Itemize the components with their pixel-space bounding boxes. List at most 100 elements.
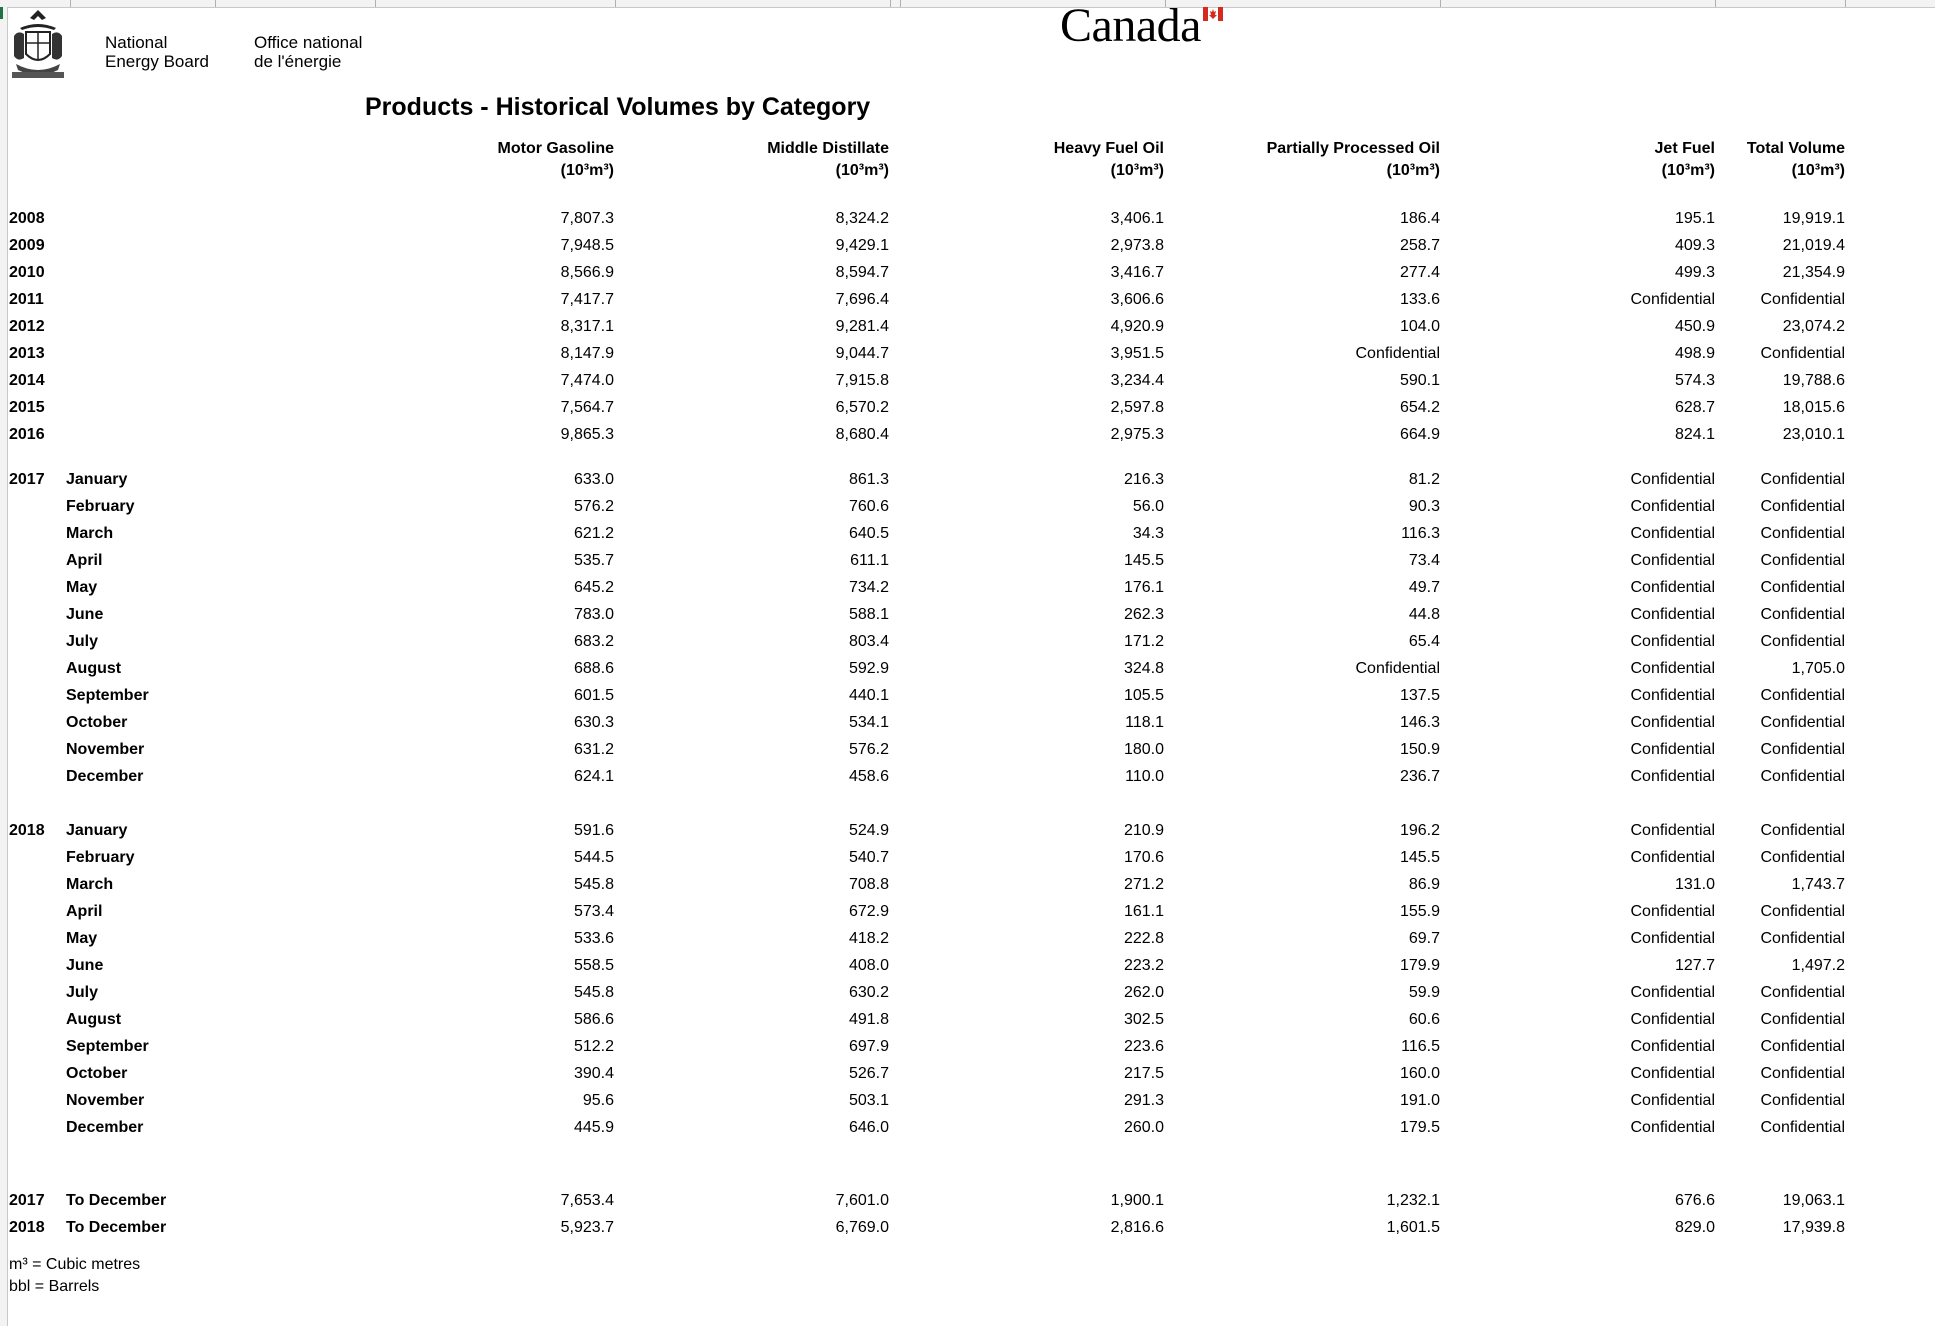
table-cell[interactable]: 59.9 [1408, 984, 1440, 1001]
table-cell[interactable]: 150.9 [1399, 741, 1440, 758]
table-cell[interactable]: 5,923.7 [560, 1219, 614, 1236]
table-cell[interactable]: Confidential [1760, 930, 1846, 947]
ytd-label[interactable]: To December [66, 1219, 167, 1236]
table-cell[interactable]: 3,606.6 [1110, 291, 1164, 308]
month-label[interactable]: October [66, 1065, 128, 1082]
table-cell[interactable]: Confidential [1760, 741, 1846, 758]
month-label[interactable]: March [66, 876, 114, 893]
column-unit[interactable]: (10³m³) [1110, 162, 1164, 179]
table-cell[interactable]: 450.9 [1674, 318, 1715, 335]
table-cell[interactable]: Confidential [1355, 345, 1441, 362]
table-cell[interactable]: Confidential [1630, 471, 1716, 488]
table-cell[interactable]: 688.6 [573, 660, 614, 677]
table-cell[interactable]: Confidential [1630, 525, 1716, 542]
table-cell[interactable]: 783.0 [573, 606, 614, 623]
table-cell[interactable]: 683.2 [573, 633, 614, 650]
table-cell[interactable]: 491.8 [848, 1011, 889, 1028]
table-cell[interactable]: Confidential [1760, 984, 1846, 1001]
table-cell[interactable]: 540.7 [848, 849, 889, 866]
table-cell[interactable]: 118.1 [1125, 714, 1164, 731]
month-label[interactable]: July [66, 984, 99, 1001]
table-cell[interactable]: 545.8 [573, 876, 614, 893]
table-cell[interactable]: 2,973.8 [1110, 237, 1164, 254]
table-cell[interactable]: Confidential [1630, 849, 1716, 866]
table-cell[interactable]: 7,807.3 [560, 210, 614, 227]
table-cell[interactable]: 624.1 [573, 768, 614, 785]
column-divider[interactable] [70, 0, 71, 7]
year-label[interactable]: 2011 [9, 291, 44, 308]
table-cell[interactable]: 628.7 [1674, 399, 1715, 416]
table-cell[interactable]: Confidential [1630, 552, 1716, 569]
month-label[interactable]: August [66, 1011, 122, 1028]
table-cell[interactable]: Confidential [1760, 633, 1846, 650]
table-cell[interactable]: 7,948.5 [560, 237, 614, 254]
table-cell[interactable]: Confidential [1630, 984, 1716, 1001]
table-cell[interactable]: 104.0 [1399, 318, 1440, 335]
year-label[interactable]: 2017 [9, 471, 45, 488]
table-cell[interactable]: 760.6 [848, 498, 889, 515]
table-cell[interactable]: 524.9 [848, 822, 889, 839]
table-cell[interactable]: 127.7 [1674, 957, 1715, 974]
month-label[interactable]: March [66, 525, 114, 542]
table-cell[interactable]: 697.9 [848, 1038, 889, 1055]
year-label[interactable]: 2009 [9, 237, 45, 254]
table-cell[interactable]: Confidential [1630, 1119, 1716, 1136]
column-divider[interactable] [1845, 0, 1846, 7]
table-cell[interactable]: 499.3 [1674, 264, 1715, 281]
month-label[interactable]: May [66, 930, 98, 947]
table-cell[interactable]: 601.5 [573, 687, 614, 704]
column-header[interactable]: Jet Fuel [1654, 140, 1715, 157]
table-cell[interactable]: 8,566.9 [560, 264, 614, 281]
table-cell[interactable]: 8,680.4 [835, 426, 889, 443]
month-label[interactable]: November [66, 1092, 145, 1109]
ytd-label[interactable]: To December [66, 1192, 167, 1209]
table-cell[interactable]: 216.3 [1123, 471, 1164, 488]
month-label[interactable]: November [66, 741, 145, 758]
table-cell[interactable]: Confidential [1760, 822, 1846, 839]
column-header[interactable]: Middle Distillate [767, 140, 889, 157]
table-cell[interactable]: 155.9 [1399, 903, 1440, 920]
table-cell[interactable]: Confidential [1760, 345, 1846, 362]
table-cell[interactable]: 824.1 [1674, 426, 1715, 443]
table-cell[interactable]: 23,010.1 [1782, 426, 1845, 443]
table-cell[interactable]: 640.5 [848, 525, 889, 542]
column-divider[interactable] [890, 0, 891, 7]
table-cell[interactable]: 44.8 [1408, 606, 1440, 623]
table-cell[interactable]: Confidential [1760, 1092, 1846, 1109]
table-cell[interactable]: Confidential [1630, 822, 1716, 839]
table-cell[interactable]: Confidential [1760, 1011, 1846, 1028]
table-cell[interactable]: 498.9 [1674, 345, 1715, 362]
table-cell[interactable]: 573.4 [573, 903, 614, 920]
table-cell[interactable]: 1,601.5 [1386, 1219, 1440, 1236]
table-cell[interactable]: Confidential [1760, 1065, 1846, 1082]
year-label[interactable]: 2015 [9, 399, 45, 416]
table-cell[interactable]: Confidential [1355, 660, 1441, 677]
table-cell[interactable]: 533.6 [573, 930, 614, 947]
month-label[interactable]: December [66, 768, 144, 785]
table-cell[interactable]: Confidential [1630, 660, 1716, 677]
table-cell[interactable]: 81.2 [1408, 471, 1440, 488]
table-cell[interactable]: 73.4 [1408, 552, 1440, 569]
table-cell[interactable]: 409.3 [1674, 237, 1715, 254]
table-cell[interactable]: Confidential [1630, 1011, 1716, 1028]
table-cell[interactable]: Confidential [1760, 849, 1846, 866]
table-cell[interactable]: Confidential [1760, 606, 1846, 623]
table-cell[interactable]: 324.8 [1123, 660, 1164, 677]
month-label[interactable]: April [66, 552, 103, 569]
table-cell[interactable]: 544.5 [573, 849, 614, 866]
table-cell[interactable]: 302.5 [1123, 1011, 1164, 1028]
table-cell[interactable]: 17,939.8 [1782, 1219, 1845, 1236]
table-cell[interactable]: 19,063.1 [1782, 1192, 1845, 1209]
table-cell[interactable]: 631.2 [573, 741, 614, 758]
table-cell[interactable]: 440.1 [848, 687, 889, 704]
table-cell[interactable]: 586.6 [573, 1011, 614, 1028]
table-cell[interactable]: 21,354.9 [1782, 264, 1845, 281]
year-label[interactable]: 2016 [9, 426, 45, 443]
table-cell[interactable]: 170.6 [1123, 849, 1164, 866]
table-cell[interactable]: 146.3 [1399, 714, 1440, 731]
table-cell[interactable]: 9,044.7 [835, 345, 889, 362]
table-cell[interactable]: 591.6 [573, 822, 614, 839]
column-divider[interactable] [900, 0, 901, 7]
table-cell[interactable]: 137.5 [1399, 687, 1440, 704]
table-cell[interactable]: 95.6 [582, 1092, 614, 1109]
